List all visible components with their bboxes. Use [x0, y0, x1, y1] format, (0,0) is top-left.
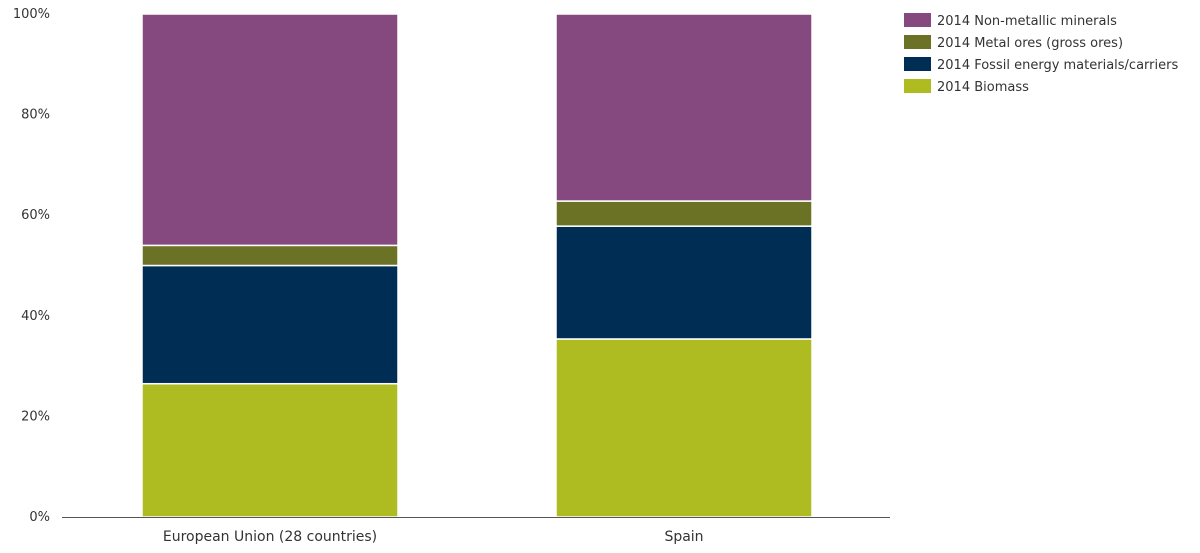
y-axis: 0% 20% 40% 60% 80% 100% — [13, 7, 50, 525]
bar-segment-0-2 — [141, 244, 399, 267]
legend-label-2: 2014 Metal ores (gross ores) — [937, 36, 1123, 51]
y-tick-label-60: 60% — [21, 208, 50, 223]
bar-stack-1 — [555, 13, 813, 518]
bar-segment-1-2 — [555, 200, 813, 227]
legend: 2014 Non-metallic minerals 2014 Metal ore… — [904, 13, 1178, 95]
x-category-label-0: European Union (28 countries) — [163, 529, 377, 545]
y-tick-label-20: 20% — [21, 409, 50, 424]
bar-segment-1-1 — [555, 225, 813, 340]
legend-label-1: 2014 Fossil energy materials/carriers — [937, 58, 1178, 73]
y-tick-label-100: 100% — [13, 7, 50, 22]
legend-item-2: 2014 Metal ores (gross ores) — [904, 35, 1123, 51]
legend-label-0: 2014 Biomass — [937, 80, 1029, 95]
bar-segment-1-0 — [555, 338, 813, 518]
legend-item-3: 2014 Non-metallic minerals — [904, 13, 1117, 29]
legend-swatch-1 — [904, 57, 931, 71]
y-tick-label-40: 40% — [21, 309, 50, 324]
y-tick-label-80: 80% — [21, 108, 50, 123]
legend-item-0: 2014 Biomass — [904, 79, 1029, 95]
legend-swatch-2 — [904, 35, 931, 49]
legend-swatch-0 — [904, 79, 931, 93]
bar-segment-0-0 — [141, 382, 399, 518]
bar-segment-1-3 — [555, 13, 813, 202]
legend-label-3: 2014 Non-metallic minerals — [937, 14, 1117, 29]
bar-stack-0 — [141, 13, 399, 518]
x-category-label-1: Spain — [664, 529, 703, 545]
legend-swatch-3 — [904, 13, 931, 27]
y-tick-label-0: 0% — [29, 510, 50, 525]
bar-segment-0-3 — [141, 13, 399, 247]
legend-item-1: 2014 Fossil energy materials/carriers — [904, 57, 1178, 73]
bars: European Union (28 countries) Spain — [141, 13, 813, 545]
bar-segment-0-1 — [141, 264, 399, 385]
